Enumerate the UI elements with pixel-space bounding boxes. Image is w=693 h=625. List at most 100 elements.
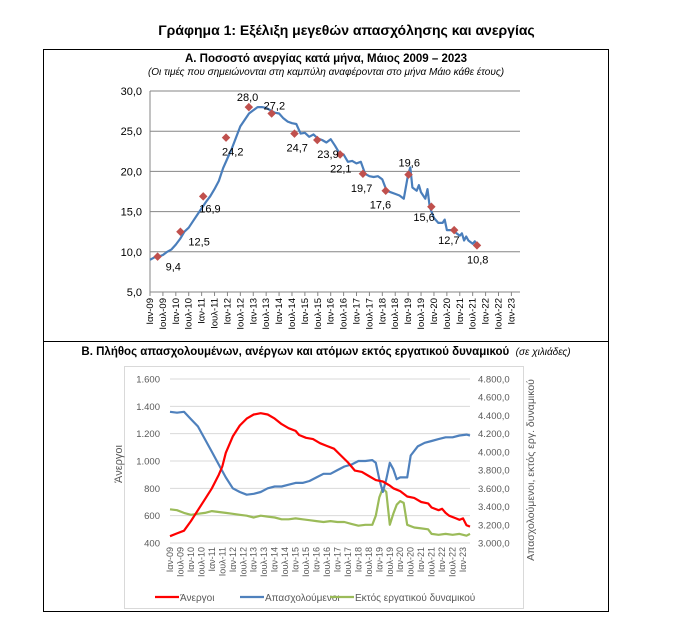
data-marker — [267, 109, 276, 118]
data-label: 19,6 — [399, 158, 420, 170]
data-marker — [244, 102, 254, 112]
x-tick-label: Ιαν-11 — [197, 298, 208, 324]
chart-a-title: Α. Ποσοστό ανεργίας κατά μήνα, Μάιος 200… — [184, 53, 468, 65]
x-tick-label: Ιουλ-11 — [210, 298, 221, 329]
x-tick-label: Ιουλ-13 — [259, 547, 269, 577]
data-marker — [335, 150, 345, 159]
x-tick-label: Ιαν-13 — [249, 547, 259, 572]
data-marker — [427, 202, 436, 212]
x-tick-label: Ιουλ-14 — [287, 298, 298, 330]
x-tick-label: Ιαν-18 — [353, 547, 363, 572]
legend-item: Εκτός εργατικού δυναμικού — [330, 592, 475, 604]
x-tick-label: Ιαν-14 — [270, 547, 280, 572]
y-tick-label: 30,0 — [121, 86, 142, 98]
x-tick-label: Ιαν-23 — [458, 547, 468, 572]
x-tick-label: Ιουλ-13 — [261, 298, 272, 330]
x-tick-label: Ιαν-10 — [171, 298, 182, 325]
y-tick-label-right: 4.800,0 — [478, 375, 510, 386]
x-tick-label: Ιαν-19 — [374, 547, 384, 572]
x-tick-label: Ιουλ-12 — [235, 298, 246, 330]
legend-label: Άνεργοι — [180, 593, 214, 604]
data-label: 10,8 — [467, 254, 488, 266]
x-tick-label: Ιουλ-11 — [217, 547, 227, 576]
x-tick-label: Ιουλ-09 — [158, 298, 169, 330]
y-tick-label-right: 3.400,0 — [478, 502, 510, 513]
y-tick-label: 15,0 — [121, 207, 142, 219]
data-label: 16,9 — [199, 203, 220, 215]
data-marker — [449, 225, 459, 235]
x-tick-label: Ιουλ-10 — [184, 298, 195, 330]
x-tick-label: Ιαν-16 — [312, 547, 322, 572]
y-tick-label-left: 1.200 — [136, 429, 160, 440]
y-tick-label-left: 400 — [144, 539, 160, 550]
chart-a-subtitle: (Οι τιμές που σημειώνονται στη καμπύλη α… — [147, 67, 505, 78]
x-tick-label: Ιαν-18 — [377, 298, 388, 325]
data-marker — [404, 170, 413, 179]
y-tick-label-right: 4.200,0 — [478, 429, 510, 440]
x-tick-label: Ιουλ-22 — [493, 298, 504, 330]
x-tick-label: Ιουλ-15 — [313, 298, 324, 330]
y-axis-label-left: Άνεργοι — [113, 445, 125, 483]
outside-labour-force-line — [169, 487, 471, 537]
x-tick-label: Ιαν-21 — [416, 547, 426, 572]
x-tick-label: Ιαν-21 — [455, 298, 466, 325]
y-tick-label-left: 600 — [144, 511, 160, 522]
y-tick-label-right: 3.000,0 — [478, 539, 510, 550]
x-tick-label: Ιουλ-20 — [406, 547, 416, 577]
x-tick-label: Ιαν-10 — [186, 547, 196, 572]
chart-b-title: Β. Πλήθος απασχολουμένων, ανέργων και ατ… — [81, 346, 510, 358]
legend-label: Απασχολούμενοι — [265, 592, 340, 604]
data-marker — [176, 227, 185, 236]
data-marker — [153, 252, 162, 261]
x-tick-label: Ιαν-13 — [248, 298, 259, 325]
figure-frame — [43, 49, 609, 612]
x-tick-label: Ιουλ-16 — [322, 547, 332, 577]
y-tick-label: 25,0 — [121, 126, 142, 138]
data-label: 15,6 — [413, 212, 434, 224]
data-label: 19,7 — [351, 183, 372, 195]
employed-line — [169, 410, 471, 496]
data-label: 27,2 — [264, 101, 285, 113]
data-marker — [381, 186, 390, 195]
x-tick-label: Ιαν-20 — [395, 547, 405, 572]
x-tick-label: Ιουλ-18 — [390, 298, 401, 330]
y-tick-label-left: 1.400 — [136, 402, 160, 413]
data-marker — [221, 133, 231, 142]
x-tick-label: Ιουλ-21 — [427, 547, 437, 577]
y-tick-label-right: 4.000,0 — [478, 447, 510, 458]
y-tick-label-left: 800 — [144, 484, 160, 495]
legend-label: Εκτός εργατικού δυναμικού — [355, 592, 475, 604]
x-tick-label: Ιουλ-22 — [448, 547, 458, 577]
x-tick-label: Ιαν-20 — [429, 298, 440, 325]
x-tick-label: Ιουλ-19 — [385, 547, 395, 577]
y-tick-label-right: 3.200,0 — [478, 520, 510, 531]
x-tick-label: Ιουλ-14 — [280, 547, 290, 577]
y-tick-label-left: 1.600 — [136, 375, 160, 386]
data-label: 24,7 — [286, 143, 307, 155]
unemployed-line — [169, 412, 471, 538]
y-tick-label-left: 1.000 — [136, 457, 160, 468]
y-tick-label-right: 4.400,0 — [478, 411, 510, 422]
x-tick-label: Ιουλ-10 — [196, 547, 206, 577]
x-tick-label: Ιαν-22 — [481, 298, 492, 325]
x-tick-label: Ιαν-14 — [274, 298, 285, 325]
x-tick-label: Ιουλ-09 — [175, 547, 185, 577]
x-tick-label: Ιουλ-16 — [339, 298, 350, 330]
unemployment-rate-line — [149, 106, 478, 261]
y-tick-label: 20,0 — [121, 166, 142, 178]
data-label: 12,5 — [188, 237, 209, 249]
data-label: 24,2 — [222, 147, 243, 159]
data-marker — [313, 135, 322, 145]
chart-b-area — [124, 366, 524, 609]
x-tick-label: Ιουλ-21 — [468, 298, 479, 330]
x-tick-label: Ιουλ-15 — [301, 547, 311, 577]
y-tick-label: 10,0 — [121, 247, 142, 259]
x-tick-label: Ιαν-15 — [291, 547, 301, 572]
chart-b-title-wrap: Β. Πλήθος απασχολουμένων, ανέργων και ατ… — [43, 346, 609, 358]
legend-item: Άνεργοι — [155, 593, 214, 604]
x-tick-label: Ιαν-23 — [506, 298, 517, 325]
x-tick-label: Ιουλ-17 — [343, 547, 353, 577]
chart-b-title-note: (σε χιλιάδες) — [515, 347, 571, 358]
x-tick-label: Ιαν-12 — [222, 298, 233, 325]
legend-item: Απασχολούμενοι — [240, 592, 340, 604]
